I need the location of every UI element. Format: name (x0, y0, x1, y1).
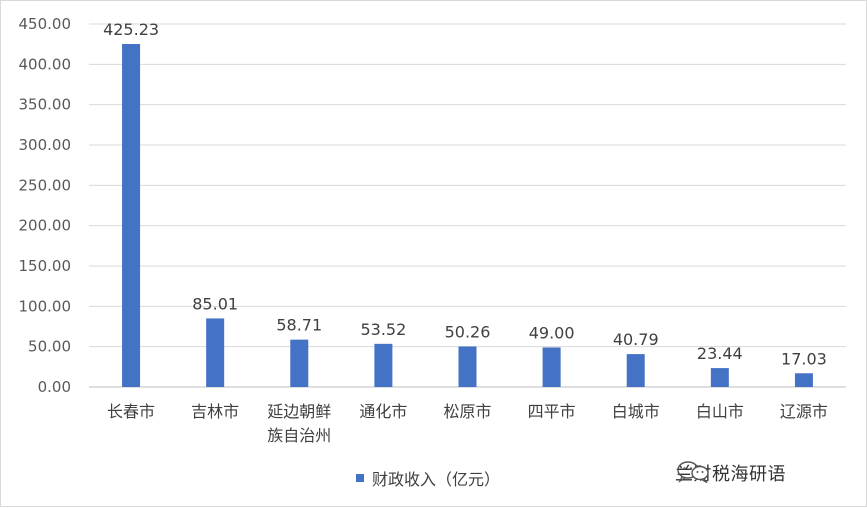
y-tick-label: 250.00 (19, 176, 72, 194)
x-tick-label: 延边朝鲜 (267, 402, 331, 421)
data-label: 58.71 (276, 316, 322, 335)
x-tick-label: 辽源市 (780, 402, 828, 421)
y-tick-label: 450.00 (19, 15, 72, 33)
data-label: 49.00 (529, 323, 575, 342)
bar (626, 354, 645, 387)
x-tick-label: 松原市 (443, 402, 491, 421)
y-tick-label: 150.00 (19, 257, 72, 275)
data-label: 425.23 (103, 20, 159, 39)
bar (374, 343, 393, 387)
y-tick-label: 350.00 (19, 96, 72, 114)
x-tick-label: 族自治州 (267, 426, 331, 445)
data-label: 85.01 (192, 294, 238, 313)
watermark: 兰财税海研语 (675, 459, 786, 487)
x-tick-label: 白山市 (696, 402, 744, 421)
wechat-icon (677, 461, 709, 483)
y-tick-label: 50.00 (28, 338, 71, 356)
bar (794, 373, 813, 387)
bar (122, 43, 141, 387)
legend-swatch (356, 474, 364, 482)
y-tick-label: 100.00 (19, 297, 72, 315)
legend-label: 财政收入（亿元） (372, 470, 501, 489)
bar (290, 339, 309, 387)
bar (710, 368, 729, 387)
x-tick-label: 白城市 (612, 402, 660, 421)
legend: 财政收入（亿元） (356, 467, 500, 489)
bar (542, 347, 561, 387)
data-label: 17.03 (781, 349, 827, 368)
x-tick-label: 吉林市 (191, 402, 239, 421)
data-label: 40.79 (613, 330, 659, 349)
bar (458, 346, 477, 387)
y-tick-label: 300.00 (19, 136, 72, 154)
x-tick-label: 通化市 (359, 402, 407, 421)
bar (206, 318, 225, 387)
x-tick-label: 四平市 (528, 402, 576, 421)
y-tick-label: 0.00 (38, 378, 71, 396)
data-label: 53.52 (360, 320, 406, 339)
data-label: 23.44 (697, 344, 743, 363)
y-tick-label: 200.00 (19, 217, 72, 235)
x-tick-label: 长春市 (107, 402, 155, 421)
y-tick-label: 400.00 (19, 55, 72, 73)
data-label: 50.26 (445, 322, 491, 341)
